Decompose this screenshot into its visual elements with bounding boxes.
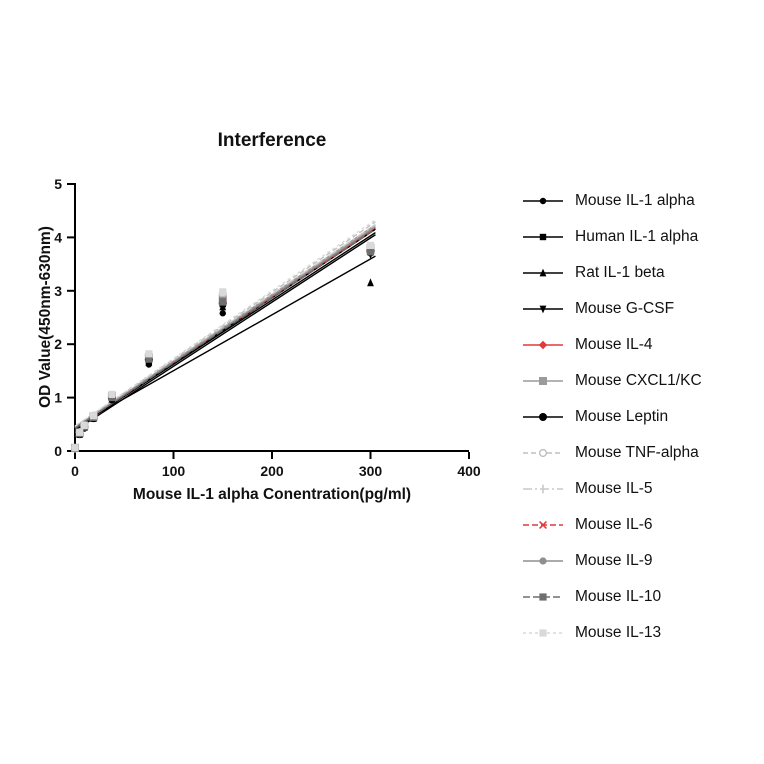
data-point: [89, 412, 98, 420]
legend-label: Mouse IL-5: [575, 480, 653, 497]
legend-item-1: Human IL-1 alpha: [521, 219, 702, 255]
y-tick-label: 3: [54, 283, 62, 299]
legend-label: Mouse Leptin: [575, 408, 669, 425]
fit-line: [74, 219, 376, 427]
data-point: [145, 350, 153, 358]
legend-marker-icon: [523, 268, 563, 277]
data-point: [367, 278, 374, 287]
legend-label: Mouse IL-9: [575, 552, 653, 569]
data-point: [71, 444, 79, 452]
legend-item-6: Mouse Leptin: [521, 399, 702, 435]
legend-marker-icon: [523, 448, 563, 458]
data-point: [219, 288, 227, 296]
data-point: [539, 593, 547, 601]
data-point: [219, 310, 226, 317]
legend-label: Mouse IL-4: [575, 336, 653, 353]
legend-marker-icon: [523, 340, 563, 350]
legend-label: Human IL-1 alpha: [575, 228, 699, 245]
data-point: [539, 629, 547, 637]
data-point: [539, 413, 547, 421]
legend-marker-icon: [523, 521, 563, 529]
legend-label: Mouse IL-6: [575, 516, 653, 533]
legend-marker-icon: [523, 197, 563, 205]
legend-label: Mouse IL-13: [575, 624, 662, 641]
legend-marker-icon: [523, 593, 563, 601]
legend-item-9: Mouse IL-6: [521, 507, 702, 543]
fit-line: [74, 228, 376, 429]
legend-marker-icon: [523, 484, 563, 494]
data-point: [538, 340, 548, 350]
legend-marker-icon: [523, 377, 563, 385]
legend-item-7: Mouse TNF-alpha: [521, 435, 702, 471]
fit-line: [74, 255, 376, 428]
legend-label: Mouse IL-1 alpha: [575, 192, 695, 209]
legend-item-0: Mouse IL-1 alpha: [521, 183, 702, 219]
x-tick-label: 300: [359, 463, 383, 479]
data-point: [539, 305, 547, 314]
x-axis-label: Mouse IL-1 alpha Conentration(pg/ml): [132, 486, 412, 503]
data-point: [538, 448, 548, 458]
x-tick-label: 100: [162, 463, 186, 479]
data-point: [539, 233, 547, 241]
x-tick-label: 0: [71, 463, 79, 479]
legend-label: Mouse G-CSF: [575, 300, 675, 317]
data-point: [539, 521, 547, 529]
data-point: [539, 377, 547, 385]
legend-item-5: Mouse CXCL1/KC: [521, 363, 702, 399]
x-tick-label: 400: [457, 463, 481, 479]
legend-item-3: Mouse G-CSF: [521, 291, 702, 327]
data-point: [76, 428, 84, 436]
legend-label: Mouse IL-10: [575, 588, 662, 605]
data-point: [145, 355, 153, 363]
y-axis-label: OD Value(450nm-630nm): [37, 226, 54, 408]
chart-title: Interference: [217, 130, 327, 151]
y-tick-label: 4: [54, 229, 62, 245]
fit-line: [74, 224, 376, 428]
data-point: [366, 241, 375, 250]
legend-marker-icon: [523, 413, 563, 421]
y-tick-label: 0: [54, 443, 62, 459]
data-point: [108, 390, 116, 398]
legend-item-8: Mouse IL-5: [521, 471, 702, 507]
legend-marker-icon: [523, 557, 563, 565]
x-tick-label: 200: [260, 463, 284, 479]
legend: Mouse IL-1 alpha Human IL-1 alpha Rat IL-1…: [521, 183, 702, 651]
y-tick-label: 5: [54, 176, 62, 192]
legend-item-10: Mouse IL-9: [521, 543, 702, 579]
legend-item-11: Mouse IL-10: [521, 579, 702, 615]
legend-item-2: Rat IL-1 beta: [521, 255, 702, 291]
legend-marker-icon: [523, 629, 563, 637]
legend-label: Mouse TNF-alpha: [575, 444, 699, 461]
data-point: [219, 298, 227, 306]
fit-line: [74, 226, 376, 429]
data-point: [366, 248, 375, 256]
legend-item-4: Mouse IL-4: [521, 327, 702, 363]
data-point: [539, 268, 547, 277]
y-tick-label: 2: [54, 336, 62, 352]
data-point: [80, 421, 88, 429]
data-point: [539, 557, 547, 565]
legend-marker-icon: [523, 233, 563, 241]
legend-marker-icon: [523, 305, 563, 314]
legend-label: Mouse CXCL1/KC: [575, 372, 702, 389]
legend-item-12: Mouse IL-13: [521, 615, 702, 651]
legend-label: Rat IL-1 beta: [575, 264, 665, 281]
y-tick-label: 1: [54, 390, 62, 406]
data-point: [539, 197, 547, 205]
